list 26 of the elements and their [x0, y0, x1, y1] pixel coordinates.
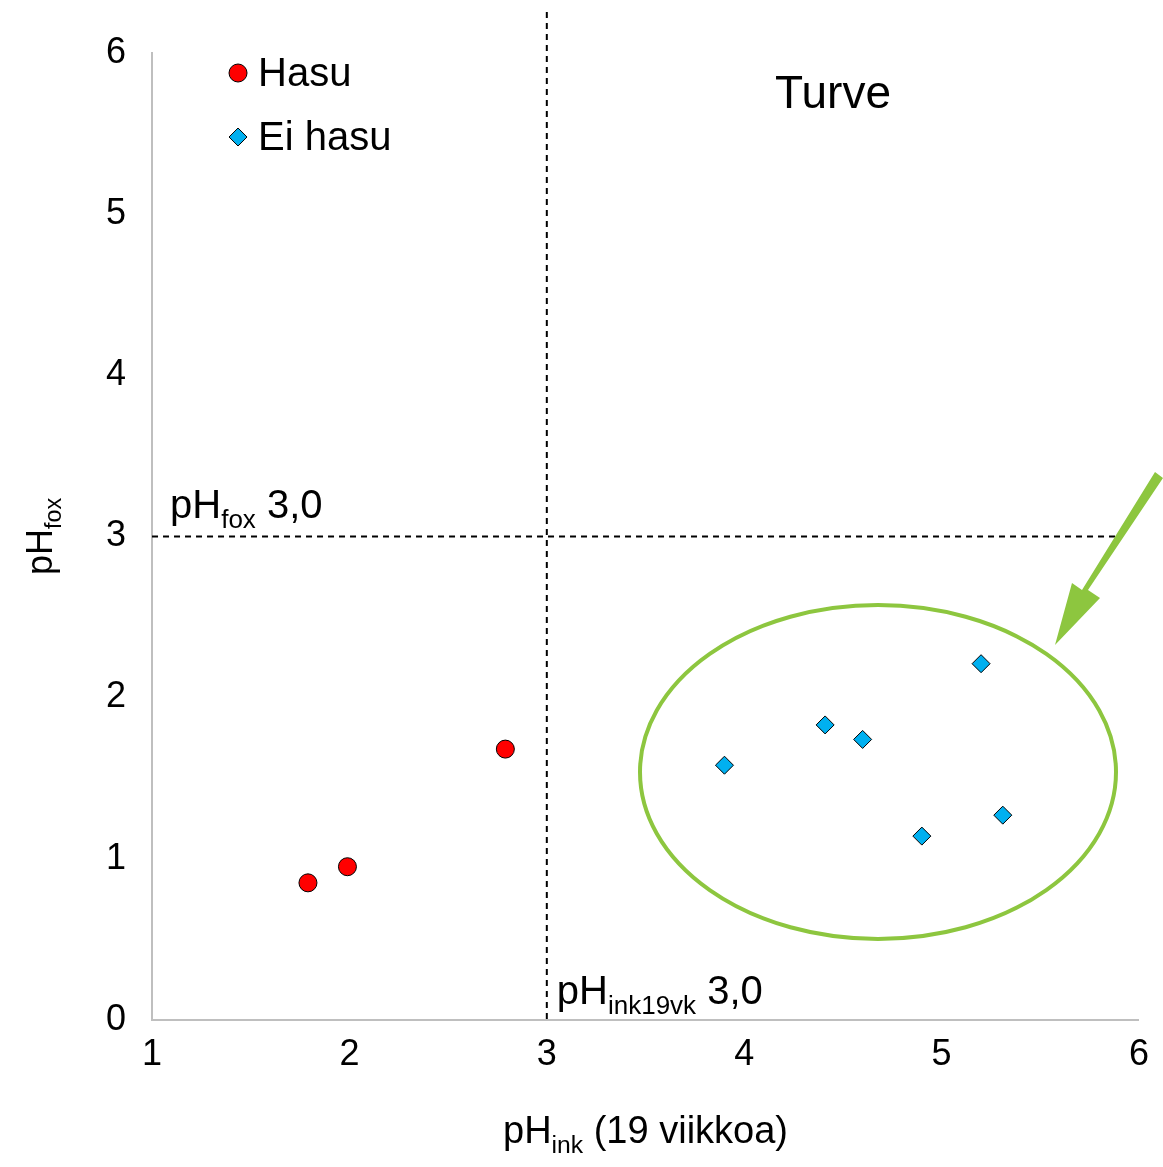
- legend-label: Hasu: [258, 50, 352, 95]
- point: [993, 805, 1013, 825]
- point: [971, 654, 991, 674]
- legend-label: Ei hasu: [258, 114, 392, 159]
- x-tick-label: 2: [339, 1032, 360, 1074]
- annotation: Turve: [775, 66, 891, 118]
- point: [714, 755, 734, 775]
- point: [495, 739, 515, 759]
- x-tick-label: 4: [734, 1032, 755, 1074]
- point: [815, 715, 835, 735]
- y-tick-label: 3: [105, 513, 127, 555]
- x-tick-label: 1: [142, 1032, 163, 1074]
- point: [853, 729, 873, 749]
- x-tick-label: 5: [931, 1032, 952, 1074]
- x-tick-label: 3: [536, 1032, 557, 1074]
- point: [337, 857, 357, 877]
- y-tick-label: 2: [105, 674, 127, 716]
- y-tick-label: 6: [105, 29, 127, 71]
- y-tick-label: 0: [105, 996, 127, 1038]
- point: [298, 873, 318, 893]
- x-tick-label: 6: [1128, 1032, 1149, 1074]
- y-tick-label: 1: [105, 835, 127, 877]
- point: [912, 826, 932, 846]
- y-tick-label: 4: [105, 352, 127, 394]
- y-axis-title: pHfox: [19, 497, 66, 576]
- y-tick-label: 5: [105, 191, 127, 233]
